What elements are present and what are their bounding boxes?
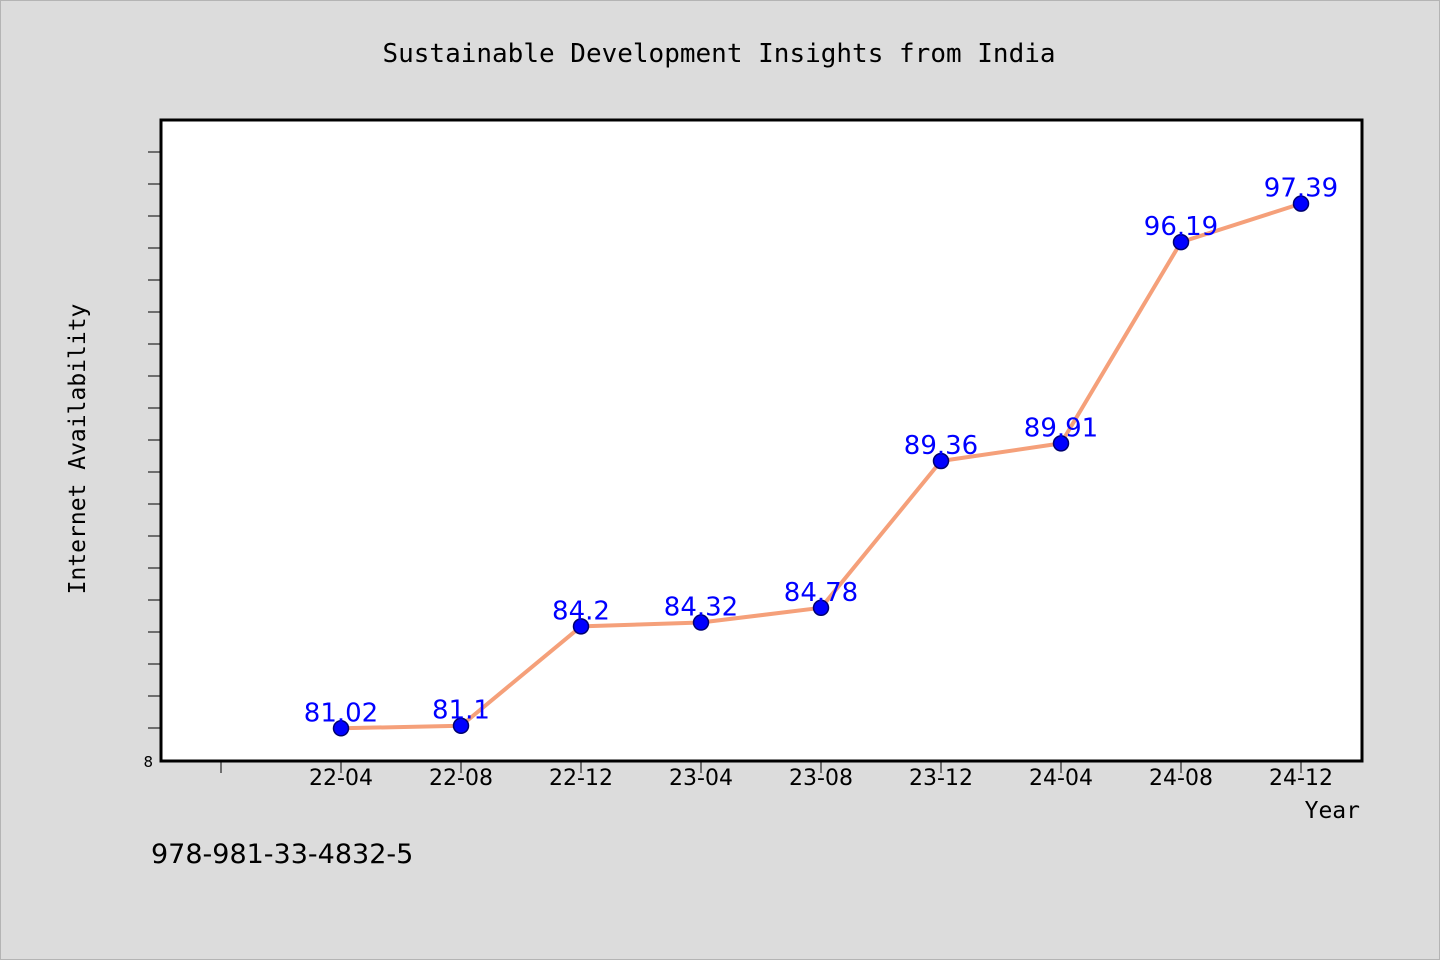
data-point [572, 618, 590, 635]
data-label: 89.91 [1024, 413, 1098, 443]
x-tick-label: 22-12 [549, 766, 613, 791]
plot-area [159, 118, 1364, 763]
x-tick-label: 22-04 [309, 766, 373, 791]
x-axis-label: Year [1305, 798, 1360, 824]
data-label: 84.2 [552, 596, 610, 626]
x-tick-label: 23-08 [789, 766, 853, 791]
data-label: 81.1 [432, 696, 490, 726]
data-point [1052, 435, 1070, 452]
x-axis-ticks: 22-04 22-08 22-12 23-04 23-08 23-12 24-04 24-08… [220, 761, 1333, 791]
data-point [1172, 233, 1190, 251]
data-point [452, 717, 470, 734]
data-markers [332, 195, 1310, 737]
x-tick-label: 23-04 [669, 766, 733, 791]
data-label: 81.02 [304, 698, 378, 728]
data-point [812, 599, 830, 617]
data-label: 89.36 [904, 431, 978, 461]
data-point [1292, 195, 1310, 212]
data-point [692, 614, 710, 631]
data-labels: 81.02 81.1 84.2 84.32 84.78 89.36 89.91 96.19 97… [304, 174, 1338, 729]
x-tick-label: 24-08 [1149, 766, 1213, 791]
chart-title: Sustainable Development Insights from In… [382, 39, 1055, 69]
x-tick-label: 24-12 [1269, 766, 1333, 791]
data-point [932, 452, 950, 470]
y-tick-label: 8 [143, 753, 153, 771]
y-axis-ticks [148, 151, 161, 729]
data-label: 97.39 [1264, 174, 1338, 204]
isbn-footer: 978-981-33-4832-5 [151, 839, 413, 870]
data-label: 84.78 [784, 578, 858, 608]
data-label: 96.19 [1144, 212, 1218, 242]
y-axis-label: Internet Availability [65, 304, 91, 595]
data-point [332, 720, 350, 737]
x-tick-label: 23-12 [909, 766, 973, 791]
data-label: 84.32 [664, 593, 738, 623]
x-tick-label: 24-04 [1029, 766, 1093, 791]
x-tick-label: 22-08 [429, 766, 493, 791]
